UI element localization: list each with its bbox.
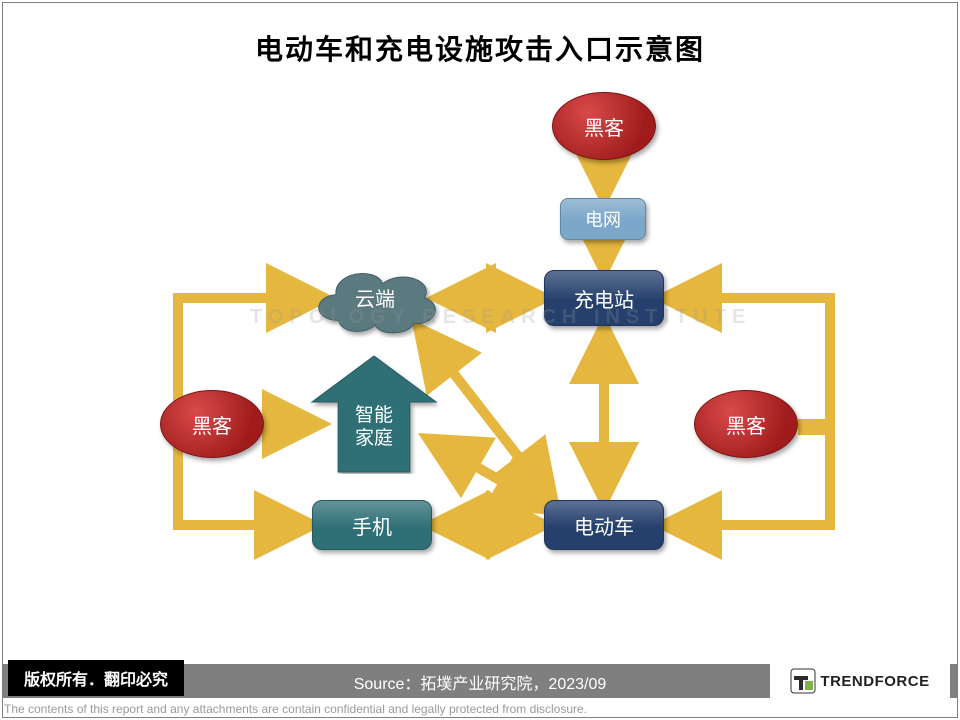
watermark-text: TOPOLOGY RESEARCH INSTITUTE xyxy=(250,306,751,329)
node-hacker_top: 黑客 xyxy=(552,92,656,160)
footer-legal: The contents of this report and any atta… xyxy=(4,702,587,716)
node-ev: 电动车 xyxy=(544,500,664,550)
node-smarthome: 智能家庭 xyxy=(310,354,438,474)
footer-logo: TRENDFORCE xyxy=(770,664,950,698)
arrow-layer xyxy=(0,0,960,720)
node-grid: 电网 xyxy=(560,198,646,240)
logo-text: TRENDFORCE xyxy=(820,673,929,690)
svg-text:智能: 智能 xyxy=(355,404,393,426)
svg-text:家庭: 家庭 xyxy=(355,427,393,449)
diagram-stage: 黑客黑客黑客电网充电站 云端 智能家庭 手机电动车 xyxy=(0,0,960,720)
node-hacker_right: 黑客 xyxy=(694,390,798,458)
node-hacker_left: 黑客 xyxy=(160,390,264,458)
node-phone: 手机 xyxy=(312,500,432,550)
footer-copyright: 版权所有．翻印必究 xyxy=(8,660,184,696)
